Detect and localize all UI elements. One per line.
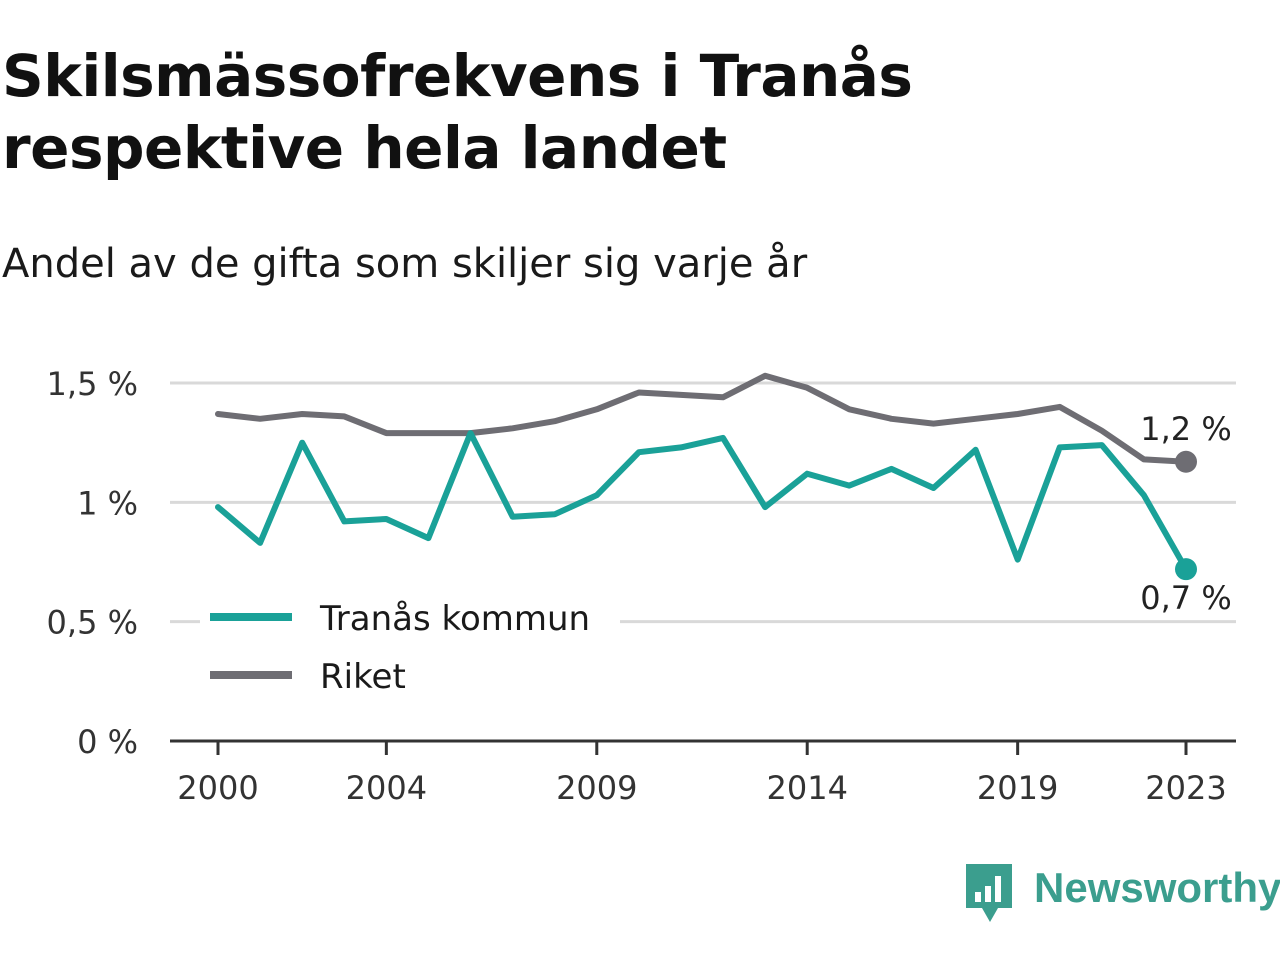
series-line-tranås-kommun xyxy=(215,430,1189,573)
y-tick-label: 1,5 % xyxy=(47,365,138,403)
y-tick-label: 1 % xyxy=(77,484,138,522)
series-line-riket xyxy=(215,372,1189,465)
x-tick-label: 2014 xyxy=(766,769,847,807)
legend-label: Tranås kommun xyxy=(319,599,590,639)
end-value-label: 0,7 % xyxy=(1140,579,1231,617)
y-tick-label: 0,5 % xyxy=(47,604,138,642)
x-tick-label: 2019 xyxy=(977,769,1058,807)
end-value-label: 1,2 % xyxy=(1140,410,1231,448)
logo-bar-2 xyxy=(985,886,991,902)
y-tick-label: 0 % xyxy=(77,723,138,761)
x-tick-label: 2004 xyxy=(346,769,427,807)
end-point-tranås-kommun xyxy=(1175,558,1197,581)
logo-bar-3 xyxy=(995,876,1001,902)
logo-bar-1 xyxy=(975,892,981,902)
legend-label: Riket xyxy=(320,657,406,697)
end-point-riket xyxy=(1175,450,1197,473)
chart-subtitle: Andel av de gifta som skiljer sig varje … xyxy=(2,241,808,287)
chart-title: Skilsmässofrekvens i Tranås respektive h… xyxy=(2,42,913,182)
x-tick-label: 2009 xyxy=(556,769,637,807)
newsworthy-logo-icon xyxy=(966,864,1012,922)
x-tick-label: 2000 xyxy=(177,769,258,807)
brand-name: Newsworthy xyxy=(1034,864,1280,911)
x-tick-label: 2023 xyxy=(1145,769,1226,807)
